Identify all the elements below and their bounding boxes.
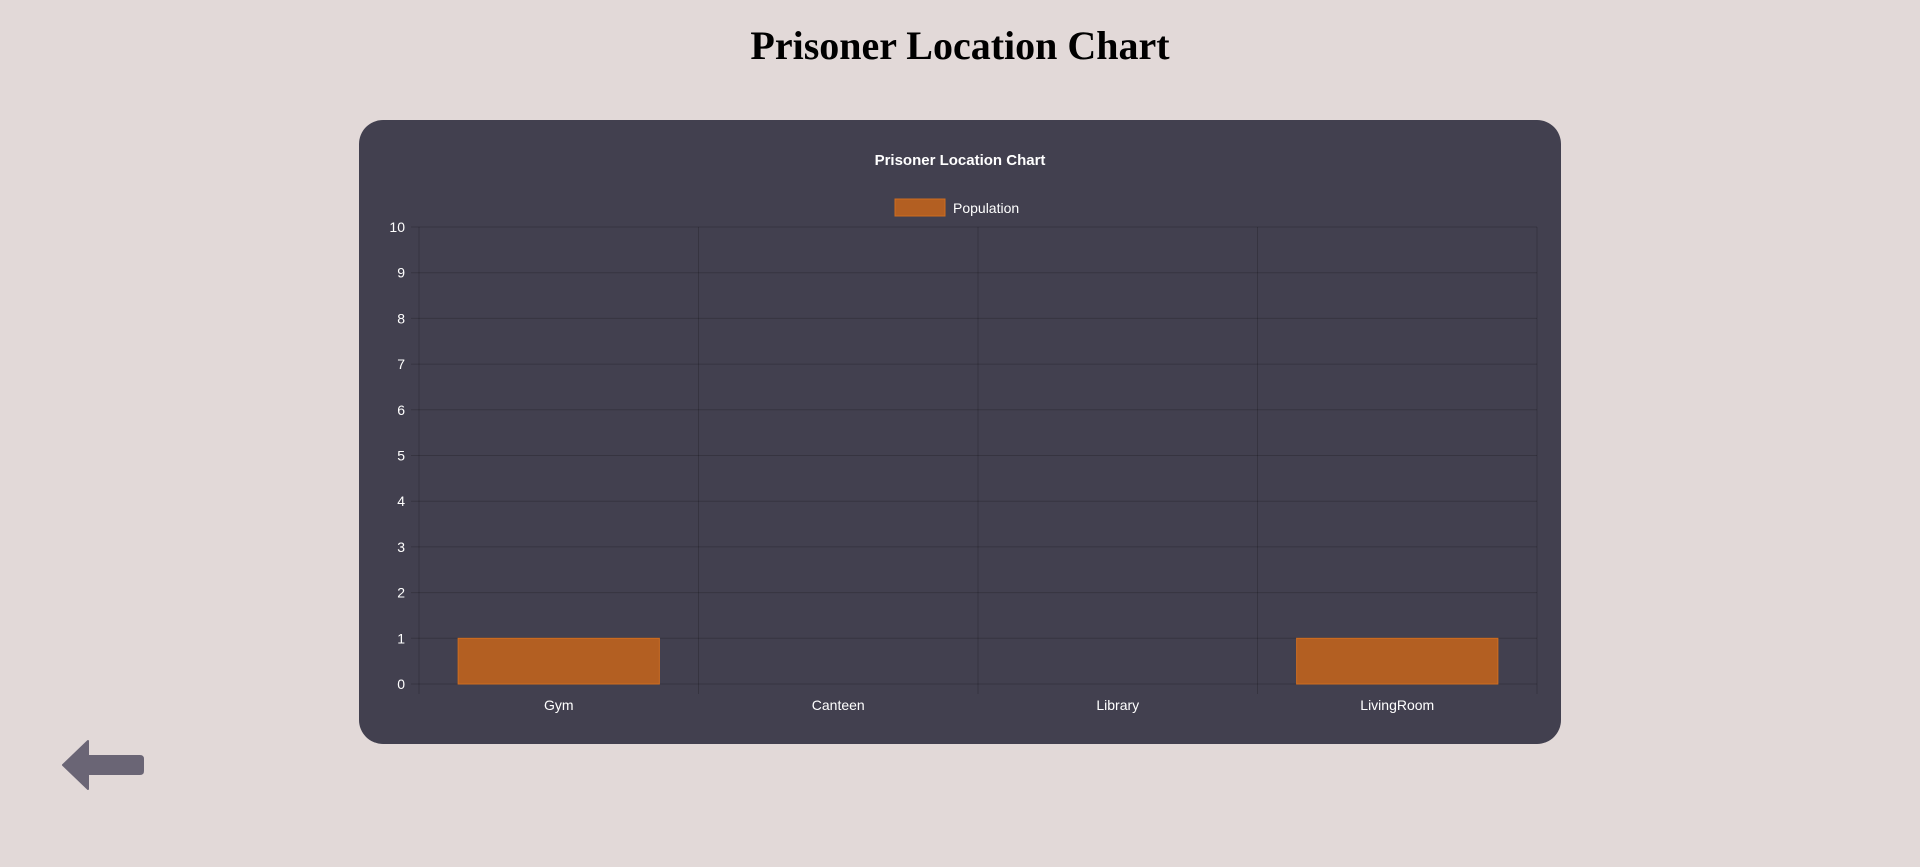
chart-title: Prisoner Location Chart <box>875 152 1046 169</box>
y-tick-label: 3 <box>397 539 405 555</box>
bar-chart: Prisoner Location Chart Population 0 1 2 3 4… <box>389 152 1538 713</box>
legend-label: Population <box>953 200 1019 216</box>
x-tick-label: Canteen <box>812 697 865 713</box>
bar <box>1296 637 1499 685</box>
bar <box>457 637 660 685</box>
y-tick-label: 8 <box>397 310 405 326</box>
x-tick-label: LivingRoom <box>1360 697 1434 713</box>
y-tick-label: 10 <box>389 219 405 235</box>
x-tick-label: Gym <box>544 697 574 713</box>
chart-legend: Population <box>894 198 1019 217</box>
chart-card: Prisoner Location Chart Population 0 1 2 3 4… <box>359 120 1561 744</box>
back-button[interactable] <box>60 738 146 794</box>
y-tick-label: 7 <box>397 356 405 372</box>
y-tick-label: 6 <box>397 402 405 418</box>
y-tick-label: 2 <box>397 585 405 601</box>
y-tick-label: 5 <box>397 448 405 464</box>
x-tick-label: Library <box>1096 697 1139 713</box>
legend-swatch <box>894 198 946 217</box>
y-tick-label: 9 <box>397 265 405 281</box>
chart-bars <box>457 637 1499 685</box>
y-tick-label: 0 <box>397 676 405 692</box>
x-axis-ticks: Gym Canteen Library LivingRoom <box>544 697 1434 713</box>
arrow-left-icon <box>62 740 144 790</box>
y-tick-label: 1 <box>397 630 405 646</box>
page-title: Prisoner Location Chart <box>750 23 1170 68</box>
y-axis-ticks: 0 1 2 3 4 5 6 7 8 9 10 <box>389 219 405 692</box>
chart-gridlines <box>411 226 1538 694</box>
y-tick-label: 4 <box>397 493 405 509</box>
